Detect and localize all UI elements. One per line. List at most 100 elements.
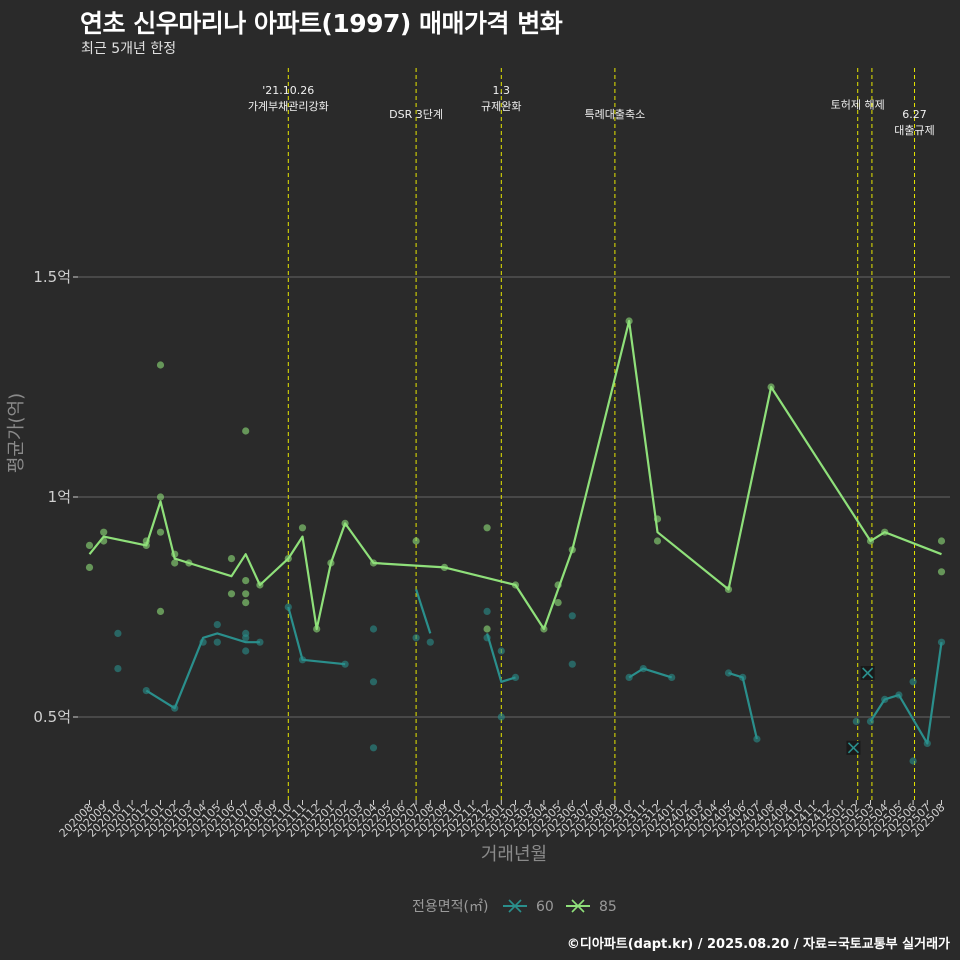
series-85-point-37 — [653, 537, 662, 545]
series-85-point-41 — [881, 528, 889, 536]
series-60-point-32 — [852, 717, 860, 726]
series-60-point-6 — [213, 638, 221, 646]
series-60-point-8 — [242, 634, 250, 642]
event-label-3: 특례대출축소 — [585, 108, 646, 121]
chart-subtitle: 최근 5개년 한정 — [81, 41, 177, 57]
series-85-point-21 — [298, 524, 307, 532]
series-85-point-23 — [327, 559, 335, 567]
series-85-point-13 — [227, 555, 236, 563]
series-60-line-3 — [486, 633, 516, 683]
series-60-point-28 — [668, 673, 676, 682]
series-85-point-16 — [242, 577, 250, 585]
series-60-point-19 — [483, 607, 491, 616]
ytick-label-1: 1억 — [48, 488, 71, 506]
legend-key-cross-60 — [508, 899, 522, 913]
series-60-point-17 — [412, 634, 420, 642]
legend-label-60: 60 — [536, 899, 554, 915]
grid — [73, 276, 950, 718]
series-85-point-19 — [256, 581, 264, 589]
series-85-point-9 — [156, 607, 165, 616]
series-85-point-8 — [156, 528, 165, 536]
series-85-point-25 — [369, 559, 378, 567]
series-60-line-0 — [145, 632, 260, 710]
series-85-point-20 — [284, 555, 292, 563]
legend-label-85: 85 — [599, 899, 617, 915]
series-85-point-17 — [242, 590, 250, 598]
series-60-point-24 — [568, 612, 576, 620]
series-60-line-5 — [728, 671, 758, 740]
series-60-point-25 — [568, 660, 576, 668]
series-85-point-33 — [554, 599, 562, 607]
legend: 전용면적(㎡) 60 85 — [412, 899, 617, 915]
series-60-point-5 — [213, 621, 221, 629]
series-85-point-7 — [156, 493, 165, 501]
series-85-point-10 — [171, 550, 179, 558]
series-60-point-3 — [171, 704, 179, 712]
series-85-point-18 — [242, 599, 250, 607]
series-85-point-5 — [142, 541, 150, 550]
series-85-point-30 — [511, 581, 520, 589]
series-85-point-28 — [483, 524, 491, 532]
series-60-point-36 — [909, 757, 917, 765]
legend-key-cross-85 — [571, 899, 585, 913]
x-axis-ticks: 2020082020092020102020112020122021012021… — [57, 800, 948, 840]
series-60-line-6 — [869, 642, 943, 745]
series-60-point-33 — [866, 717, 875, 726]
series-60-point-29 — [724, 669, 733, 677]
series-85-point-40 — [866, 537, 875, 545]
series-60-point-14 — [369, 625, 378, 633]
series-60-point-20 — [483, 634, 491, 642]
series-85-line-0 — [88, 319, 942, 631]
source-caption: ©디아파트(dapt.kr) / 2025.08.20 / 자료=국토교통부 실… — [566, 937, 950, 952]
series-85-point-39 — [767, 383, 775, 391]
series-85-point-43 — [937, 568, 946, 576]
legend-title: 전용면적(㎡) — [412, 899, 488, 915]
series-85-point-1 — [85, 563, 94, 572]
series-85-point-14 — [227, 590, 236, 598]
series-85-point-32 — [554, 581, 562, 589]
series-60-point-16 — [369, 744, 378, 752]
series-60-point-31 — [753, 735, 761, 743]
series-60-point-37 — [909, 678, 917, 686]
series-60-point-10 — [256, 638, 264, 646]
series-60-point-22 — [497, 713, 505, 721]
series-85-point-22 — [313, 625, 321, 633]
series-60-cross-0 — [847, 742, 860, 754]
series-85-point-24 — [341, 519, 349, 528]
series-85-point-29 — [483, 625, 491, 633]
series-85-point-3 — [100, 537, 108, 545]
series-85-point-6 — [156, 361, 165, 369]
series-60-point-1 — [114, 665, 122, 673]
y-axis-title: 평균가(억) — [6, 393, 27, 473]
event-label-2: 1.3 규제완화 — [481, 84, 521, 113]
series-60-point-0 — [114, 629, 122, 638]
y-axis-ticks: 0.5억 1억 1.5억 — [33, 268, 71, 726]
series-60-point-21 — [497, 647, 505, 655]
series-60-point-13 — [341, 660, 349, 668]
series-85-point-2 — [100, 528, 108, 536]
series-85-point-36 — [653, 515, 662, 523]
series-85-point-12 — [185, 559, 193, 567]
series-85-point-42 — [937, 537, 946, 545]
event-label-0: '21.10.26 가계부채관리강화 — [248, 84, 329, 113]
chart-title: 연초 신우마리나 아파트(1997) 매매가격 변화 — [80, 9, 563, 38]
series-85-point-27 — [440, 563, 449, 572]
series-85-point-34 — [568, 546, 576, 554]
series-60-point-11 — [284, 603, 292, 611]
series-60-point-38 — [923, 739, 931, 748]
series-60-cross-1 — [862, 667, 874, 679]
series-85-point-15 — [242, 427, 250, 435]
series-85-point-11 — [171, 559, 179, 567]
series-85-point-26 — [412, 537, 420, 545]
series-60-line-4 — [628, 667, 673, 679]
series-points — [85, 317, 946, 765]
series-60-point-34 — [881, 695, 889, 704]
series-60-line-1 — [287, 606, 346, 666]
series-85-point-0 — [85, 541, 94, 550]
series-60-point-23 — [511, 673, 520, 682]
series-60-point-30 — [739, 673, 747, 682]
x-axis-title: 거래년월 — [481, 844, 547, 865]
series-60-point-9 — [242, 647, 250, 655]
series-60-point-18 — [426, 638, 434, 646]
